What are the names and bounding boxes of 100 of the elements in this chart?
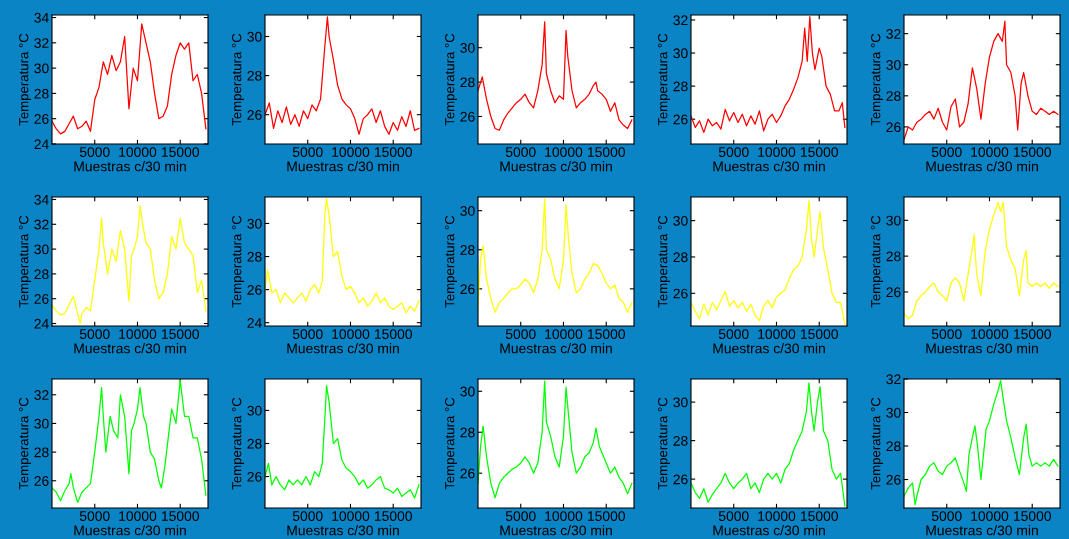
y-tick-label: 28 [247, 251, 262, 262]
x-tick-label: 15000 [374, 329, 412, 339]
x-tick-label: 10000 [758, 511, 796, 521]
y-axis-title: Temperatura °C [871, 397, 883, 490]
y-tick-label: 32 [886, 28, 901, 39]
line-series [265, 384, 420, 499]
y-axis-title: Temperatura °C [658, 33, 670, 126]
x-tick-label: 10000 [545, 511, 583, 521]
y-tick-label: 30 [460, 206, 475, 216]
y-tick-label: 32 [886, 374, 901, 385]
x-tick-label: 5000 [79, 329, 110, 339]
x-tick-label: 5000 [505, 511, 536, 521]
x-tick-label: 10000 [332, 511, 370, 521]
x-axis-title: Muestras c/30 min [926, 525, 1038, 536]
x-tick-label: 15000 [800, 147, 838, 157]
y-tick-label: 26 [673, 474, 688, 485]
line-series [691, 200, 846, 325]
x-tick-label: 10000 [332, 329, 370, 339]
x-tick-label: 10000 [119, 329, 157, 339]
x-tick-label: 10000 [119, 511, 157, 521]
x-tick-label: 5000 [79, 147, 110, 157]
x-tick-label: 15000 [587, 511, 625, 521]
x-tick-label: 10000 [971, 329, 1009, 339]
y-tick-label: 30 [673, 215, 688, 226]
x-tick-label: 15000 [800, 329, 838, 339]
x-tick-label: 15000 [161, 329, 199, 339]
y-tick-label: 26 [34, 476, 49, 486]
x-axis-title: Muestras c/30 min [500, 161, 612, 172]
x-tick-label: 5000 [718, 511, 749, 521]
y-tick-label: 32 [673, 15, 688, 26]
x-tick-label: 5000 [718, 329, 749, 339]
y-tick-label: 30 [886, 407, 901, 418]
x-axis-title: Muestras c/30 min [713, 525, 825, 536]
x-tick-label: 5000 [931, 511, 962, 521]
y-tick-label: 28 [34, 269, 49, 280]
y-tick-label: 26 [247, 110, 262, 120]
x-axis-title: Muestras c/30 min [287, 343, 399, 354]
x-tick-label: 5000 [292, 511, 323, 521]
y-axis-title: Temperatura °C [445, 397, 457, 490]
x-tick-label: 5000 [292, 329, 323, 339]
y-tick-label: 26 [247, 471, 262, 482]
y-tick-label: 32 [34, 38, 49, 48]
y-tick-label: 24 [34, 318, 49, 329]
x-axis-title: Muestras c/30 min [287, 525, 399, 536]
x-tick-label: 15000 [374, 147, 412, 157]
y-tick-label: 28 [673, 435, 688, 446]
y-tick-label: 30 [247, 31, 262, 42]
y-axis-title: Temperatura °C [445, 215, 457, 308]
x-tick-label: 5000 [79, 511, 110, 521]
y-tick-label: 30 [673, 397, 688, 408]
x-tick-label: 15000 [374, 511, 412, 521]
y-tick-label: 26 [34, 294, 49, 304]
y-tick-label: 32 [34, 390, 49, 400]
line-series [691, 382, 846, 507]
x-axis-title: Muestras c/30 min [926, 161, 1038, 172]
x-tick-label: 15000 [1013, 511, 1051, 521]
x-tick-label: 10000 [971, 147, 1009, 157]
y-tick-label: 30 [886, 60, 901, 70]
y-axis-title: Temperatura °C [232, 397, 244, 490]
y-tick-label: 28 [460, 245, 475, 255]
x-tick-label: 5000 [718, 147, 749, 157]
y-tick-label: 26 [886, 287, 901, 298]
x-tick-label: 5000 [931, 147, 962, 157]
y-axis-title: Temperatura °C [232, 33, 244, 126]
x-tick-label: 5000 [505, 329, 536, 339]
y-tick-label: 30 [460, 386, 475, 397]
y-tick-label: 30 [247, 218, 262, 229]
y-tick-label: 34 [34, 194, 49, 205]
x-axis-title: Muestras c/30 min [74, 343, 186, 354]
x-tick-label: 10000 [971, 511, 1009, 521]
y-tick-label: 26 [247, 284, 262, 295]
x-axis-title: Muestras c/30 min [713, 343, 825, 354]
y-tick-label: 26 [673, 114, 688, 125]
y-tick-label: 30 [886, 215, 901, 226]
x-tick-label: 10000 [332, 147, 370, 157]
y-tick-label: 28 [247, 70, 262, 81]
y-tick-label: 30 [34, 244, 49, 255]
line-series [52, 23, 207, 135]
x-tick-label: 15000 [1013, 147, 1051, 157]
y-tick-label: 28 [886, 441, 901, 452]
y-tick-label: 24 [247, 318, 262, 328]
y-axis-title: Temperatura °C [445, 33, 457, 126]
y-tick-label: 28 [673, 81, 688, 92]
x-tick-label: 10000 [119, 147, 157, 157]
line-series [478, 21, 633, 131]
x-tick-label: 5000 [505, 147, 536, 157]
y-tick-label: 26 [460, 111, 475, 122]
y-axis-title: Temperatura °C [871, 215, 883, 308]
y-tick-label: 26 [886, 474, 901, 485]
x-tick-label: 15000 [161, 511, 199, 521]
y-tick-label: 28 [460, 77, 475, 88]
x-tick-label: 5000 [292, 147, 323, 157]
y-tick-label: 28 [460, 427, 475, 438]
y-tick-label: 30 [34, 63, 49, 74]
y-tick-label: 28 [886, 91, 901, 101]
y-tick-label: 30 [673, 48, 688, 59]
x-tick-label: 5000 [931, 329, 962, 339]
x-tick-label: 15000 [800, 511, 838, 521]
y-tick-label: 26 [886, 122, 901, 133]
x-tick-label: 10000 [545, 329, 583, 339]
